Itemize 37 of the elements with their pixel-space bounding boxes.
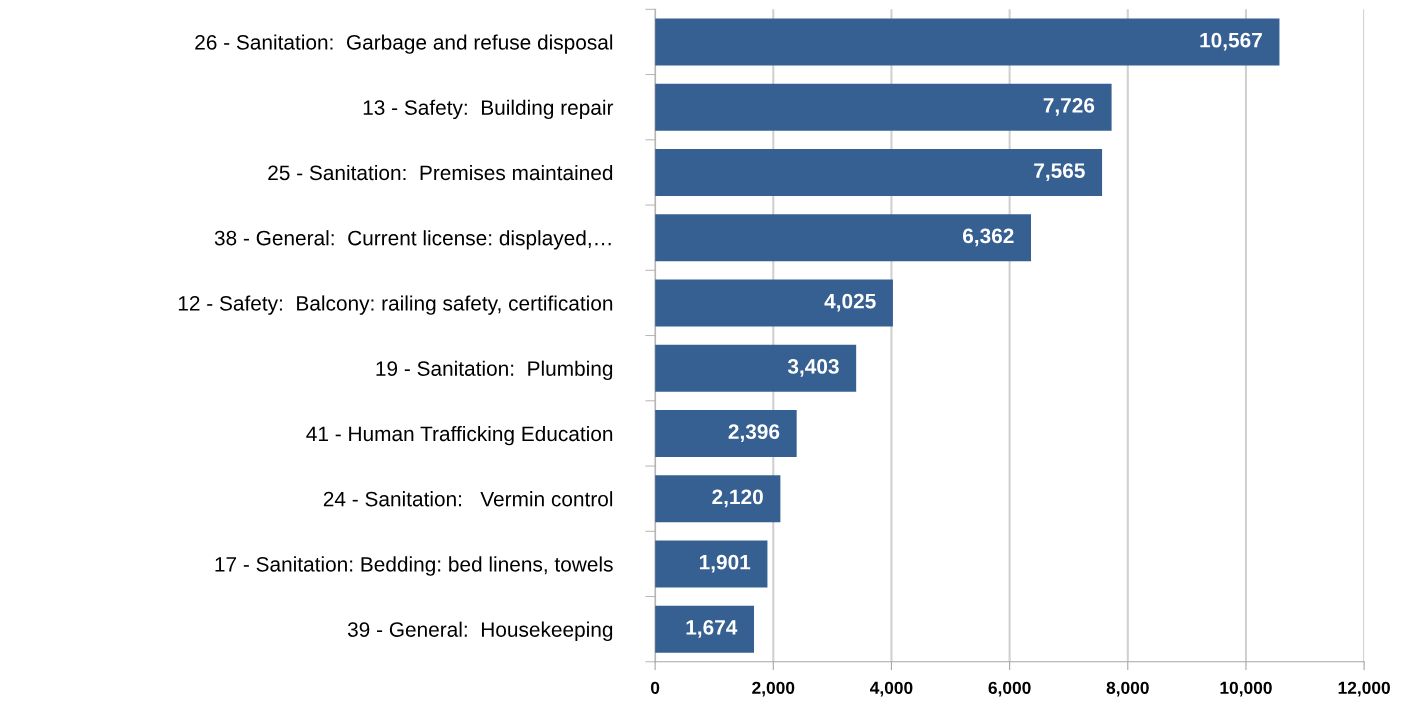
x-tick-label: 4,000 — [869, 681, 913, 697]
data-label: 2,396 — [728, 424, 780, 443]
x-tick-label: 8,000 — [1106, 681, 1149, 697]
x-tick-label: 12,000 — [1338, 681, 1390, 697]
bar — [655, 18, 1280, 66]
data-label: 7,565 — [1034, 163, 1085, 182]
data-label: 3,403 — [787, 359, 839, 377]
y-tick-label: 19 - Sanitation: Plumbing — [376, 360, 613, 381]
x-tick-label: 2,000 — [752, 681, 795, 697]
y-tick-label: 24 - Sanitation: Vermin control — [323, 491, 613, 507]
bar — [655, 540, 768, 588]
x-tick-label: 0 — [650, 681, 660, 694]
x-tick-label: 10,000 — [1220, 681, 1272, 697]
bar — [655, 475, 781, 523]
y-tick-label: 41 - Human Trafficking Education — [306, 425, 613, 446]
y-tick-label: 26 - Sanitation: Garbage and refuse disposal — [195, 34, 613, 54]
data-label: 10,567 — [1200, 32, 1262, 51]
data-label: 1,674 — [686, 620, 738, 638]
y-tick-label: 38 - General: Current license: displayed,… — [214, 230, 611, 250]
y-tick-label: 12 - Safety: Balcony: railing safety, certification — [178, 295, 613, 315]
data-label: 6,362 — [962, 228, 1014, 247]
bar — [655, 148, 1103, 196]
data-label: 7,726 — [1043, 98, 1095, 116]
bar — [655, 83, 1112, 131]
x-tick-label: 6,000 — [988, 681, 1031, 697]
data-label: 1,901 — [699, 554, 751, 573]
data-label: 2,120 — [712, 489, 763, 508]
y-tick-label: 17 - Sanitation: Bedding: bed linens, towels — [215, 556, 613, 576]
bar — [655, 344, 857, 392]
bar — [655, 605, 755, 653]
y-tick-label: 25 - Sanitation: Premises maintained — [268, 164, 613, 181]
bar — [655, 214, 1031, 262]
y-tick-label: 13 - Safety: Building repair — [363, 99, 614, 120]
bar — [655, 279, 893, 327]
data-label: 4,025 — [824, 293, 876, 312]
y-tick-label: 39 - General: Housekeeping — [347, 621, 613, 642]
bar — [655, 409, 797, 457]
